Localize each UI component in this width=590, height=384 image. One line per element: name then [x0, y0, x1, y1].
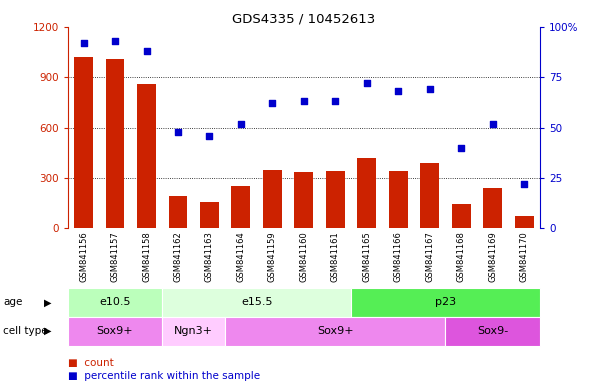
Text: GSM841163: GSM841163 [205, 232, 214, 282]
Point [519, 181, 529, 187]
Bar [452, 204, 471, 228]
Text: cell type: cell type [3, 326, 48, 336]
Point [457, 145, 466, 151]
Point [236, 121, 245, 127]
Point [394, 88, 403, 94]
Text: GSM841164: GSM841164 [237, 232, 245, 282]
Bar [68, 288, 162, 317]
Text: e15.5: e15.5 [241, 297, 273, 308]
Point [205, 132, 214, 139]
Text: Sox9+: Sox9+ [97, 326, 133, 336]
Bar [225, 317, 445, 346]
Bar [137, 84, 156, 228]
Bar [358, 158, 376, 228]
Text: GSM841167: GSM841167 [425, 232, 434, 282]
Bar [162, 288, 351, 317]
Bar [420, 163, 439, 228]
Point [268, 101, 277, 107]
Point [79, 40, 88, 46]
Bar [445, 317, 540, 346]
Bar [231, 187, 250, 228]
Bar [162, 317, 225, 346]
Bar [514, 216, 533, 228]
Text: GSM841158: GSM841158 [142, 232, 151, 282]
Text: GSM841162: GSM841162 [173, 232, 182, 282]
Point [142, 48, 151, 54]
Bar [294, 172, 313, 228]
Text: age: age [3, 297, 22, 308]
Bar [68, 317, 162, 346]
Text: GSM841169: GSM841169 [488, 232, 497, 282]
Text: GSM841157: GSM841157 [110, 232, 120, 282]
Bar [200, 202, 219, 228]
Text: Sox9+: Sox9+ [317, 326, 353, 336]
Point [330, 98, 340, 104]
Text: GSM841160: GSM841160 [299, 232, 309, 282]
Text: ▶: ▶ [44, 297, 52, 308]
Text: GSM841165: GSM841165 [362, 232, 371, 282]
Text: ■  percentile rank within the sample: ■ percentile rank within the sample [68, 371, 260, 381]
Text: p23: p23 [435, 297, 456, 308]
Point [488, 121, 497, 127]
Text: GSM841166: GSM841166 [394, 232, 403, 282]
Title: GDS4335 / 10452613: GDS4335 / 10452613 [232, 13, 375, 26]
Bar [326, 171, 345, 228]
Text: ■  count: ■ count [68, 358, 114, 368]
Bar [106, 59, 124, 228]
Bar [74, 57, 93, 228]
Text: GSM841161: GSM841161 [331, 232, 340, 282]
Text: e10.5: e10.5 [99, 297, 131, 308]
Point [299, 98, 309, 104]
Point [425, 86, 434, 93]
Text: Sox9-: Sox9- [477, 326, 508, 336]
Point [110, 38, 120, 44]
Point [173, 129, 183, 135]
Bar [389, 171, 408, 228]
Text: GSM841159: GSM841159 [268, 232, 277, 282]
Point [362, 80, 372, 86]
Text: GSM841168: GSM841168 [457, 232, 466, 282]
Text: ▶: ▶ [44, 326, 52, 336]
Bar [483, 188, 502, 228]
Bar [169, 196, 188, 228]
Text: GSM841170: GSM841170 [520, 232, 529, 282]
Bar [263, 170, 282, 228]
Text: Ngn3+: Ngn3+ [174, 326, 213, 336]
Text: GSM841156: GSM841156 [79, 232, 88, 282]
Bar [351, 288, 540, 317]
